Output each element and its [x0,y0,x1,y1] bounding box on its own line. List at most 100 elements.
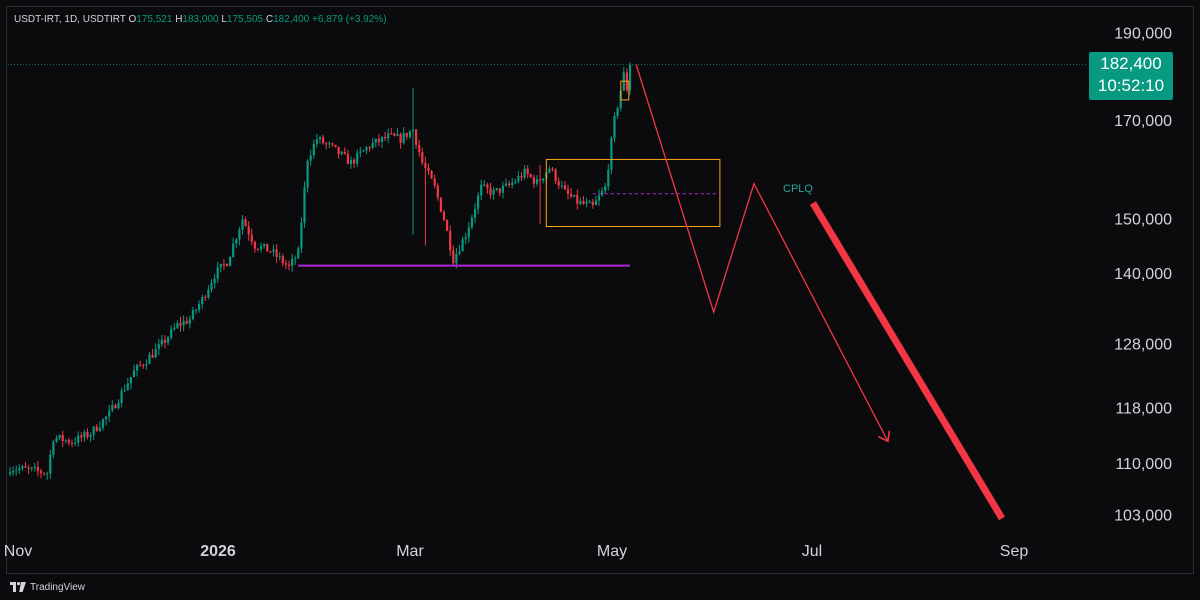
price-tick-label: 150,000 [1114,212,1172,229]
candle-body [337,146,340,155]
candle-body [486,184,489,189]
candle-body [548,168,551,173]
candle-body [430,170,433,179]
candle-body [415,129,418,145]
candle-body [610,138,613,170]
candle-body [182,320,185,326]
candle-body [123,390,126,392]
candle-body [557,181,560,186]
candle-body [55,438,58,442]
candle-body [399,134,402,143]
candle-body [154,348,157,358]
candle-body [411,129,415,132]
candle-body [201,296,204,305]
candle-body [343,151,346,154]
candle-body [30,467,33,469]
time-tick-label: Jul [802,543,822,560]
candle-body [291,258,294,266]
candle-body [328,143,331,145]
candle-body [616,107,619,116]
bearish-arrow [809,201,1006,521]
candle-body [408,131,411,137]
candle-body [74,442,77,444]
drawings-layer: CPLQ [8,64,1088,521]
candle-body [114,405,117,409]
candle-body [604,186,607,191]
candle-body [467,227,470,238]
candle-body [560,185,563,187]
candle-body [117,402,120,409]
candle-body [477,195,480,209]
candle-body [111,405,114,411]
time-tick-label: Nov [4,543,32,560]
candle-body [542,178,545,181]
candle-body [442,211,446,220]
candle-body [591,201,594,205]
candle-body [517,175,520,182]
candle-body [15,470,18,472]
candle-body [340,151,343,155]
candle-body [489,188,492,195]
candle-body [148,354,151,364]
candle-body [597,195,601,201]
candle-body [185,320,188,324]
candle-body [139,364,142,366]
low-label: L [221,14,227,25]
candle-body [418,144,421,153]
candle-body [213,278,216,284]
candle-body [250,234,253,242]
candle-body [108,410,111,417]
candle-body [52,441,55,455]
candle-body [241,219,244,230]
close-value: 182,400 [273,14,310,25]
candle-body [362,150,365,152]
candle-body [526,168,529,175]
candle-body [613,115,616,139]
last-price-value: 182,400 [1100,54,1162,73]
candle-body [77,435,80,443]
candle-body [563,185,566,190]
candle-body [300,222,303,249]
candle-body [492,189,495,195]
candle-body [368,147,371,149]
candle-body [225,264,229,267]
candle-body [387,133,390,139]
candle-body [449,230,452,251]
candle-body [501,185,504,193]
price-axis[interactable]: 190,000 170,000 150,000 140,000 128,000 118,0… [1114,25,1172,524]
change-value: +6,879 (+3.92%) [312,14,387,25]
candle-body [126,383,129,391]
candle-body [198,304,201,310]
tradingview-logo[interactable]: TradingView [10,579,85,595]
candle-body [312,143,315,156]
candle-body [585,202,588,204]
time-axis[interactable]: Nov 2026 Mar May Jul Sep [4,543,1029,560]
candle-body [12,470,15,473]
candle-body [132,370,136,378]
candle-body [594,200,597,205]
high-label: H [175,14,183,25]
candle-body [601,190,604,196]
candle-body [151,354,154,358]
candle-body [294,258,297,260]
footer-bar [0,574,1200,600]
candle-body [322,137,325,144]
candle-body [176,323,179,328]
high-value: 183,000 [182,14,219,25]
candle-body [588,201,591,203]
candle-body [365,147,368,151]
candle-body [191,310,194,320]
candle-body [390,133,393,135]
candle-body [377,138,380,143]
price-tick-label: 103,000 [1114,508,1172,525]
candle-body [325,143,328,145]
candle-body [98,427,101,431]
candle-body [433,178,436,186]
candle-body [576,195,579,204]
candle-body [266,243,269,252]
candle-body [284,263,287,265]
candle-body [380,136,384,143]
close-label: C [265,14,274,25]
candle-body [281,256,284,264]
